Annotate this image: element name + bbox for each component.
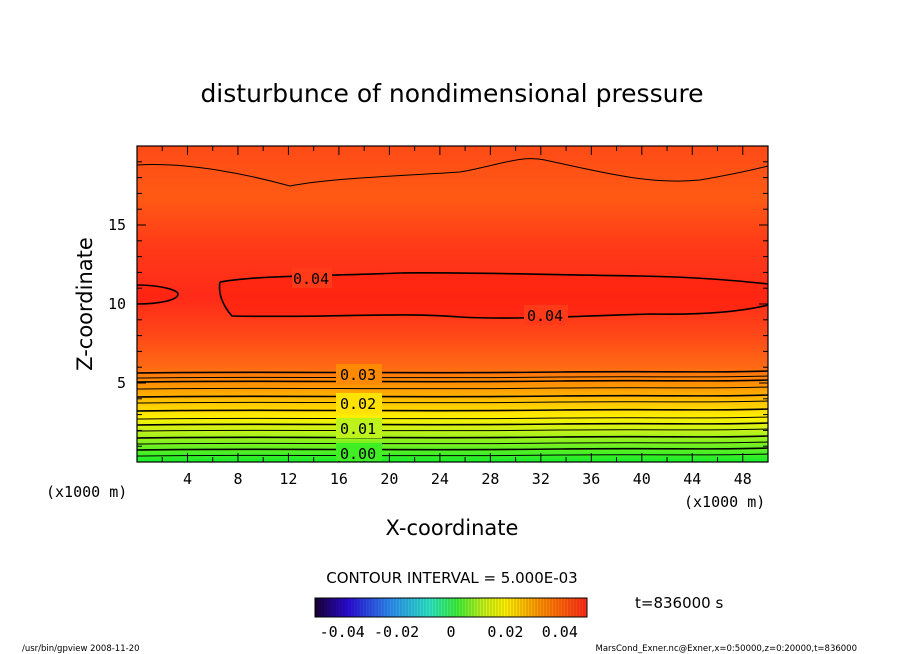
- contour-interval: CONTOUR INTERVAL = 5.000E-03: [326, 569, 577, 587]
- contour-label-lower: 0.04: [527, 307, 563, 325]
- contour-line: [218, 281, 768, 319]
- contour-line: [137, 416, 768, 420]
- contour-lines: [137, 158, 768, 457]
- y-tick-label: 5: [117, 374, 126, 392]
- contour-line: [137, 370, 768, 374]
- contour-line: [137, 428, 768, 432]
- contour-line: [137, 400, 768, 404]
- footer-left: /usr/bin/gpview 2008-11-20: [22, 644, 140, 654]
- x-tick-label: 20: [380, 470, 398, 488]
- contour-line: [137, 408, 768, 412]
- y-axis-unit: (x1000 m): [46, 483, 127, 501]
- contour-line: [137, 435, 768, 439]
- x-axis-label: X-coordinate: [386, 516, 519, 540]
- contour-label-001: 0.01: [340, 420, 376, 438]
- x-tick-label: 40: [633, 470, 651, 488]
- x-tick-label: 12: [279, 470, 297, 488]
- y-tick-label: 15: [108, 216, 126, 234]
- x-tick-label: 36: [582, 470, 600, 488]
- y-tick-label: 10: [108, 295, 126, 313]
- contour-line: [137, 375, 768, 379]
- x-tick-label: 4: [183, 470, 192, 488]
- contour-line: [137, 158, 768, 187]
- contour-line: [137, 422, 768, 426]
- x-tick-label: 32: [532, 470, 550, 488]
- y-axis-label: Z-coordinate: [73, 237, 97, 371]
- contour-label-upper: 0.04: [293, 270, 329, 288]
- x-tick-label: 28: [481, 470, 499, 488]
- contour-line: [137, 453, 768, 457]
- high-pressure-region: [219, 272, 768, 319]
- colorbar-stripes: [316, 598, 585, 617]
- contour-line: [137, 447, 768, 451]
- plot-area: [137, 146, 768, 462]
- x-tick-label: 24: [431, 470, 449, 488]
- x-tick-label: 8: [233, 470, 242, 488]
- colorbar-tick-label: 0: [446, 623, 455, 641]
- contour-labels: 0.04 0.04 0.03 0.02 0.01 0.00: [292, 268, 568, 463]
- x-axis-unit: (x1000 m): [684, 493, 765, 511]
- high-pressure-region-left: [137, 285, 178, 304]
- contour-line: [137, 441, 768, 445]
- colorbar: -0.04 -0.02 0 0.02 0.04: [314, 597, 588, 641]
- colorbar-tick-label: 0.02: [487, 623, 523, 641]
- colorbar-tick-label: -0.04: [320, 623, 365, 641]
- contour-line: [137, 386, 768, 390]
- colorbar-frame: [314, 597, 588, 618]
- x-tick-label: 16: [330, 470, 348, 488]
- contour-label-003: 0.03: [340, 366, 376, 384]
- contour-line: [137, 284, 179, 305]
- colorbar-tick-labels: -0.04 -0.02 0 0.02 0.04: [320, 623, 578, 641]
- contour-label-002: 0.02: [340, 395, 376, 413]
- colorbar-tick-label: 0.04: [542, 623, 578, 641]
- contour-line: [137, 394, 768, 398]
- x-tick-label: 44: [683, 470, 701, 488]
- contour-line: [137, 379, 768, 383]
- footer-right: MarsCond_Exner.nc@Exner,x=0:50000,z=0:20…: [595, 644, 857, 654]
- x-tick-label: 48: [734, 470, 752, 488]
- time-label: t=836000 s: [635, 594, 723, 612]
- axis-ticks: [137, 146, 769, 462]
- colorbar-fill: [315, 598, 587, 617]
- colorbar-tick-label: -0.02: [374, 623, 419, 641]
- chart-title: disturbunce of nondimensional pressure: [200, 79, 703, 108]
- contour-label-000: 0.00: [340, 445, 376, 463]
